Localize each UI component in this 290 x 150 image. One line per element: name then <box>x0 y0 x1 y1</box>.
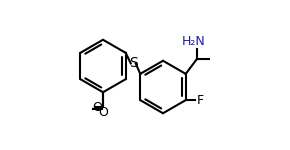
Text: H₂N: H₂N <box>182 35 206 48</box>
Text: F: F <box>197 94 204 107</box>
Text: O: O <box>98 106 108 119</box>
Text: O: O <box>93 101 102 114</box>
Text: S: S <box>129 56 137 70</box>
